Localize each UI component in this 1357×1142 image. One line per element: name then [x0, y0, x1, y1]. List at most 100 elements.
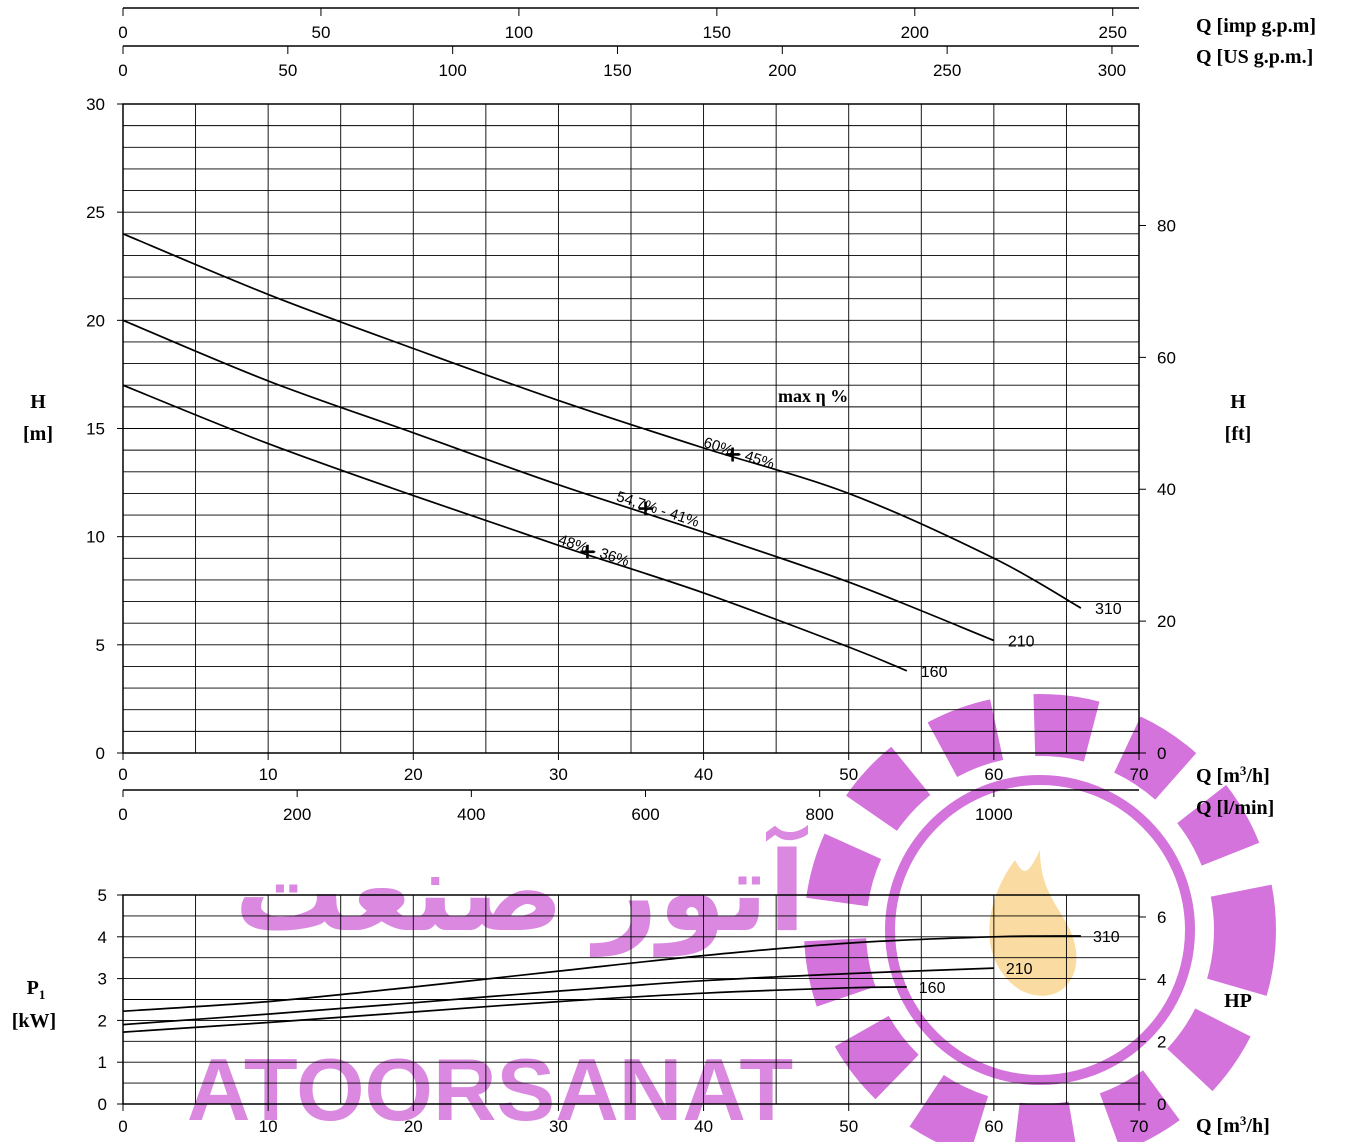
head-left-tick-label: 30 [86, 95, 105, 114]
head-right-ticks: 0 20 40 60 80 [1139, 216, 1176, 763]
head-curve-label-210: 210 [1008, 634, 1035, 651]
us-gpm-tick-label: 100 [438, 61, 466, 80]
us-gpm-tick-label: 250 [933, 61, 961, 80]
power-curve-label-210: 210 [1006, 961, 1033, 978]
power-plot-frame [122, 894, 1140, 1105]
head-left-tick-label: 0 [96, 744, 105, 763]
power-bottom-tick-label: 30 [549, 1117, 568, 1136]
head-bottom-tick-label: 40 [694, 765, 713, 784]
head-left-tick-label: 15 [86, 420, 105, 439]
power-left-tick-label: 4 [98, 928, 107, 947]
us-gpm-tick-label: 150 [603, 61, 631, 80]
head-bottom-tick-label: 0 [118, 765, 127, 784]
lmin-tick-label: 800 [805, 805, 833, 824]
efficiency-marker [725, 447, 740, 462]
lmin-tick-label: 0 [118, 805, 127, 824]
head-bottom-tick-label: 20 [404, 765, 423, 784]
head-left-tick-label: 20 [86, 311, 105, 330]
head-bottom-tick-label: 70 [1130, 765, 1149, 784]
lmin-axis: 0 200 400 600 800 1000 [118, 789, 1139, 824]
lmin-tick-label: 400 [457, 805, 485, 824]
head-right-tick-label: 60 [1157, 348, 1176, 367]
watermark-persian: آتور صنعت [234, 824, 808, 957]
power-kw-label: [kW] [12, 1010, 56, 1032]
efficiency-title: max η % [778, 386, 848, 406]
head-curve-label-160: 160 [921, 664, 948, 681]
head-curve-210 [122, 319, 995, 642]
lmin-tick-label: 1000 [975, 805, 1013, 824]
power-left-tick-label: 3 [98, 970, 107, 989]
head-m-label-unit: [m] [23, 423, 53, 445]
efficiency-marker [638, 501, 653, 516]
gear-logo-icon [804, 694, 1276, 1142]
power-bottom-tick-label: 60 [984, 1117, 1003, 1136]
power-grid [123, 895, 1139, 1104]
imp-gpm-tick-label: 50 [311, 23, 330, 42]
head-curve-160 [122, 384, 908, 672]
head-right-tick-label: 40 [1157, 480, 1176, 499]
us-gpm-tick-label: 0 [118, 61, 127, 80]
power-curve-label-310: 310 [1093, 929, 1120, 946]
imp-gpm-axis-label: Q [imp g.p.m] [1196, 15, 1316, 37]
power-right-tick-label: 0 [1157, 1095, 1166, 1114]
power-curves: 310 210 160 [122, 929, 1120, 1033]
imp-gpm-tick-label: 100 [505, 23, 533, 42]
imp-gpm-tick-label: 0 [118, 23, 127, 42]
power-bottom-tick-label: 70 [1130, 1117, 1149, 1136]
efficiency-label: 60% - 45% [701, 434, 776, 473]
head-m-label-h: H [30, 391, 46, 413]
power-left-tick-label: 2 [98, 1011, 107, 1030]
head-bottom-tick-label: 50 [839, 765, 858, 784]
head-curve-label-310: 310 [1095, 601, 1122, 618]
head-ft-label-unit: [ft] [1225, 423, 1252, 445]
power-right-tick-label: 6 [1157, 908, 1166, 927]
power-bottom-tick-label: 0 [118, 1117, 127, 1136]
head-left-tick-label: 10 [86, 528, 105, 547]
head-bottom-tick-label: 10 [259, 765, 278, 784]
power-hp-label: HP [1224, 990, 1252, 1012]
efficiency-label: 48% - 36% [556, 531, 631, 570]
us-gpm-tick-label: 200 [768, 61, 796, 80]
head-bottom-tick-label: 60 [984, 765, 1003, 784]
head-q-m3h-label: Q [m3/h] [1196, 763, 1270, 787]
power-bottom-tick-label: 40 [694, 1117, 713, 1136]
head-ft-label-h: H [1230, 391, 1246, 413]
power-left-tick-label: 0 [98, 1095, 107, 1114]
head-curve-310 [122, 233, 1082, 609]
power-curve-310 [122, 935, 1081, 1013]
imp-gpm-tick-label: 150 [703, 23, 731, 42]
power-q-m3h-label: Q [m3/h] [1196, 1113, 1270, 1137]
efficiency-points: 60% - 45%54,7% - 41%48% - 36% [556, 434, 776, 570]
power-bottom-tick-label: 20 [404, 1117, 423, 1136]
power-bottom-tick-label: 50 [839, 1117, 858, 1136]
head-right-tick-label: 0 [1157, 744, 1166, 763]
power-left-tick-label: 5 [98, 886, 107, 905]
lmin-axis-label: Q [l/min] [1196, 797, 1274, 819]
power-bottom-tick-label: 10 [259, 1117, 278, 1136]
head-left-tick-label: 5 [96, 636, 105, 655]
power-curve-label-160: 160 [919, 980, 946, 997]
power-p1-label: P1 [27, 977, 46, 1002]
head-left-tick-label: 25 [86, 203, 105, 222]
power-left-ticks: 0 1 2 3 4 5 [98, 886, 123, 1114]
power-curve-160 [122, 986, 907, 1033]
us-gpm-axis-label: Q [US g.p.m.] [1196, 46, 1313, 68]
head-bottom-ticks: 0 10 20 30 40 50 60 70 [118, 753, 1148, 784]
efficiency-marker [580, 544, 595, 559]
lmin-tick-label: 600 [631, 805, 659, 824]
power-right-ticks: 0 2 4 6 [1139, 908, 1166, 1114]
head-right-tick-label: 20 [1157, 612, 1176, 631]
flame-icon [989, 850, 1077, 996]
imp-gpm-axis: 0 50 100 150 200 250 [118, 7, 1139, 42]
power-bottom-ticks: 0 10 20 30 40 50 60 70 [118, 1104, 1148, 1136]
efficiency-label: 54,7% - 41% [614, 488, 701, 531]
watermark-latin: ATOORSANAT [187, 1040, 793, 1139]
head-left-ticks: 0 5 10 15 20 25 30 [86, 95, 123, 763]
watermark: آتور صنعت ATOORSANAT [187, 694, 1276, 1142]
power-right-tick-label: 4 [1157, 970, 1166, 989]
power-right-tick-label: 2 [1157, 1033, 1166, 1052]
head-bottom-tick-label: 30 [549, 765, 568, 784]
imp-gpm-tick-label: 250 [1099, 23, 1127, 42]
us-gpm-tick-label: 300 [1098, 61, 1126, 80]
